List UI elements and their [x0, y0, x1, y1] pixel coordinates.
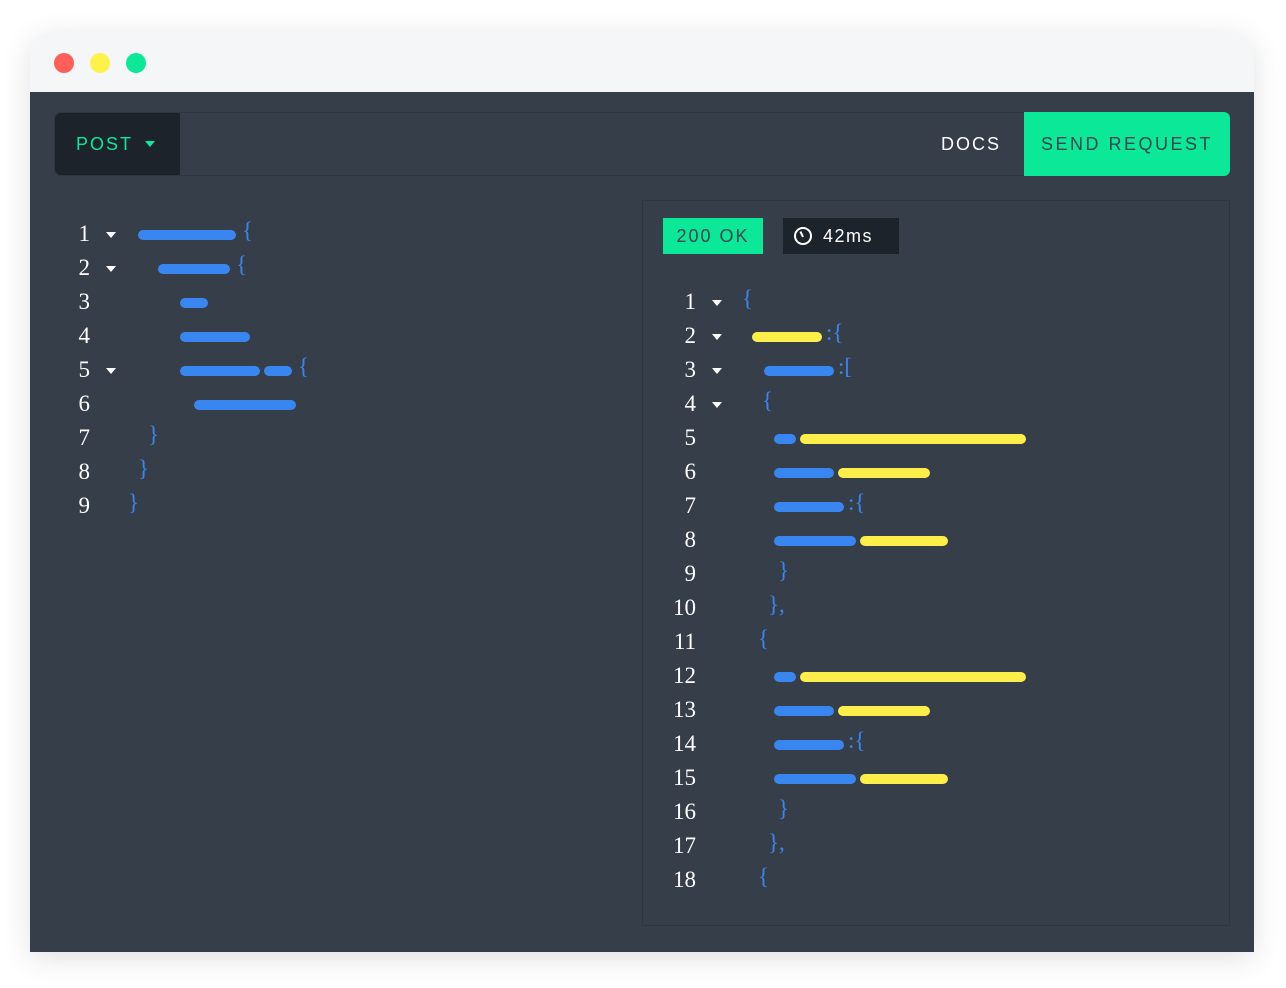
- line-number: 16: [673, 799, 696, 824]
- title-bar: [30, 32, 1254, 92]
- status-badge: 200 OK: [663, 218, 763, 254]
- line-number: 4: [684, 391, 697, 416]
- code-punctuation: },: [768, 592, 785, 617]
- code-punctuation: {: [242, 218, 254, 243]
- request-bar: POST DOCS SEND REQUEST: [54, 112, 1230, 176]
- code-token-placeholder: [264, 366, 292, 376]
- line-number: 8: [78, 459, 91, 484]
- code-token-placeholder: [800, 672, 1026, 682]
- line-number: 13: [673, 697, 696, 722]
- code-punctuation: {: [758, 864, 770, 889]
- line-number: 17: [673, 833, 696, 858]
- line-number: 7: [78, 425, 91, 450]
- line-number: 7: [684, 493, 697, 518]
- app-window: POST DOCS SEND REQUEST 200 OK 42ms 1 {2 {3…: [30, 32, 1254, 952]
- code-punctuation: }: [138, 456, 150, 481]
- response-time: 42ms: [823, 226, 874, 246]
- code-punctuation: :[: [838, 354, 853, 379]
- line-number: 2: [684, 323, 697, 348]
- code-punctuation: {: [236, 252, 248, 277]
- code-punctuation: {: [762, 388, 774, 413]
- code-punctuation: }: [778, 796, 790, 821]
- line-number: 3: [684, 357, 697, 382]
- method-label: POST: [76, 133, 134, 154]
- code-punctuation: :{: [826, 320, 844, 345]
- maximize-button[interactable]: [126, 53, 146, 73]
- response-panel: 200 OK 42ms: [642, 200, 1230, 926]
- line-number: 1: [684, 289, 697, 314]
- fold-arrow-icon[interactable]: [106, 266, 116, 272]
- code-token-placeholder: [138, 230, 236, 240]
- line-number: 4: [78, 323, 91, 348]
- code-token-placeholder: [774, 536, 856, 546]
- code-token-placeholder: [180, 332, 250, 342]
- minimize-button[interactable]: [90, 53, 110, 73]
- line-number: 14: [673, 731, 696, 756]
- code-token-placeholder: [774, 434, 796, 444]
- line-number: 18: [673, 867, 696, 892]
- editor-body: POST DOCS SEND REQUEST 200 OK 42ms 1 {2 {3…: [30, 92, 1254, 952]
- line-number: 3: [78, 289, 91, 314]
- line-number: 1: [78, 221, 91, 246]
- line-number: 10: [673, 595, 696, 620]
- line-number: 8: [684, 527, 697, 552]
- code-token-placeholder: [158, 264, 230, 274]
- line-number: 6: [684, 459, 697, 484]
- close-button[interactable]: [54, 53, 74, 73]
- code-token-placeholder: [774, 468, 834, 478]
- code-punctuation: }: [778, 558, 790, 583]
- code-token-placeholder: [774, 502, 844, 512]
- code-token-placeholder: [194, 400, 296, 410]
- fold-arrow-icon[interactable]: [712, 368, 722, 374]
- code-punctuation: },: [768, 830, 785, 855]
- caret-down-icon: [145, 141, 156, 147]
- send-request-button[interactable]: SEND REQUEST: [1024, 112, 1230, 176]
- line-number: 5: [684, 425, 697, 450]
- code-token-placeholder: [752, 332, 822, 342]
- code-token-placeholder: [774, 672, 796, 682]
- method-dropdown[interactable]: POST: [55, 113, 180, 175]
- code-token-placeholder: [800, 434, 1026, 444]
- code-punctuation: }: [148, 422, 160, 447]
- response-time-badge: 42ms: [783, 218, 899, 254]
- code-token-placeholder: [180, 298, 208, 308]
- code-token-placeholder: [774, 740, 844, 750]
- line-number: 2: [78, 255, 91, 280]
- code-token-placeholder: [838, 706, 930, 716]
- code-token-placeholder: [860, 774, 948, 784]
- code-token-placeholder: [774, 706, 834, 716]
- docs-link[interactable]: DOCS: [940, 134, 1001, 154]
- code-token-placeholder: [180, 366, 260, 376]
- line-number: 12: [673, 663, 696, 688]
- fold-arrow-icon[interactable]: [106, 368, 116, 374]
- fold-arrow-icon[interactable]: [712, 300, 722, 306]
- code-punctuation: {: [298, 354, 310, 379]
- code-token-placeholder: [860, 536, 948, 546]
- line-number: 6: [78, 391, 91, 416]
- line-number: 9: [78, 493, 91, 518]
- code-punctuation: {: [742, 286, 754, 311]
- code-token-placeholder: [838, 468, 930, 478]
- line-number: 5: [78, 357, 91, 382]
- code-token-placeholder: [774, 774, 856, 784]
- line-number: 9: [684, 561, 697, 586]
- line-number: 15: [673, 765, 696, 790]
- code-punctuation: :{: [848, 490, 866, 515]
- line-number: 11: [673, 629, 696, 654]
- code-punctuation: }: [128, 490, 140, 515]
- code-punctuation: :{: [848, 728, 866, 753]
- clock-icon: [794, 227, 812, 245]
- code-token-placeholder: [764, 366, 834, 376]
- fold-arrow-icon[interactable]: [106, 232, 116, 238]
- fold-arrow-icon[interactable]: [712, 334, 722, 340]
- code-punctuation: {: [758, 626, 770, 651]
- fold-arrow-icon[interactable]: [712, 402, 722, 408]
